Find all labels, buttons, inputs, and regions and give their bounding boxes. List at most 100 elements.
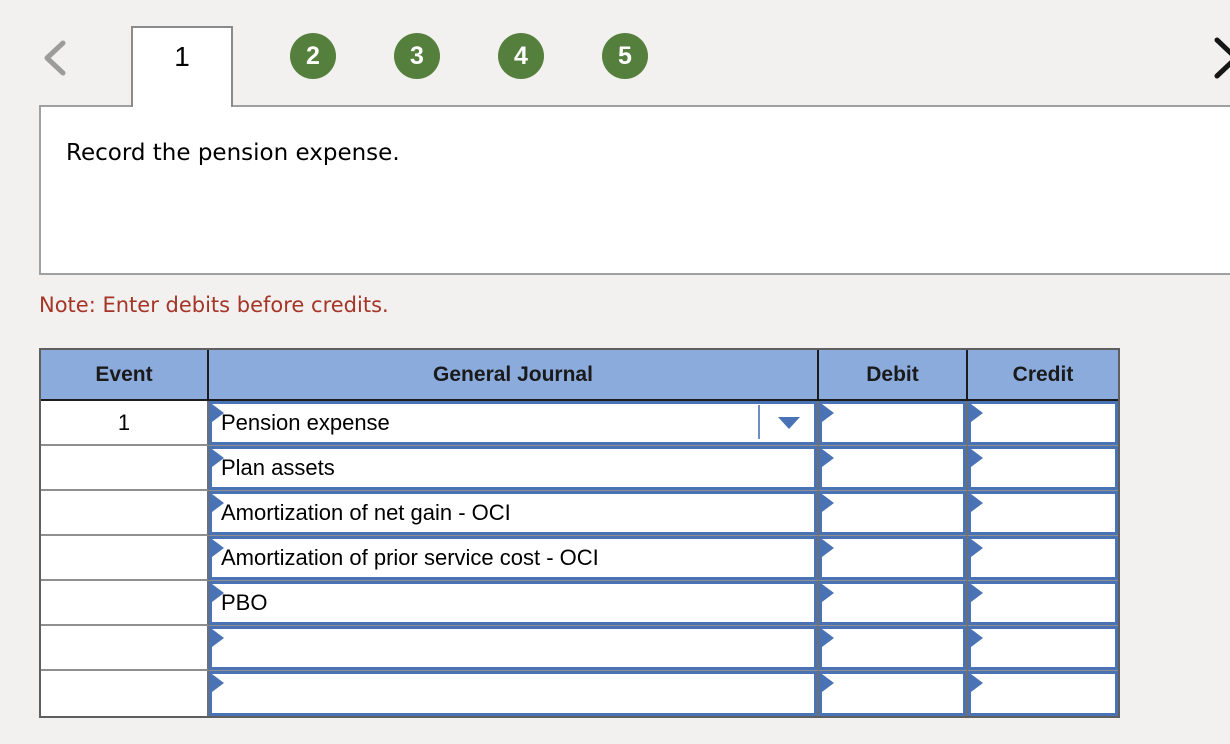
tab-2[interactable]: 2	[290, 33, 336, 79]
journal-cell: Amortization of net gain - OCI	[209, 491, 819, 536]
credit-input[interactable]	[968, 626, 1118, 670]
field-marker-icon	[822, 629, 834, 647]
chevron-left-icon	[44, 40, 66, 76]
account-name: Amortization of net gain - OCI	[221, 500, 511, 525]
account-name: PBO	[221, 590, 268, 615]
field-marker-icon	[822, 539, 834, 557]
debit-input[interactable]	[819, 491, 966, 535]
journal-cell: Plan assets	[209, 446, 819, 491]
journal-row: Amortization of prior service cost - OCI	[41, 536, 1118, 581]
field-marker-icon	[212, 674, 224, 692]
next-page-button[interactable]	[1214, 36, 1230, 85]
account-select-field[interactable]: PBO	[209, 581, 817, 625]
event-cell	[41, 446, 209, 491]
debit-input[interactable]	[819, 446, 966, 490]
debit-input[interactable]	[819, 581, 966, 625]
debit-cell	[819, 491, 968, 536]
field-marker-icon	[971, 494, 983, 512]
journal-cell	[209, 671, 819, 716]
debit-cell	[819, 671, 968, 716]
event-cell	[41, 671, 209, 716]
credit-input[interactable]	[968, 581, 1118, 625]
field-marker-icon	[212, 539, 224, 557]
account-select-field[interactable]: Pension expense	[209, 401, 817, 445]
field-marker-icon	[212, 584, 224, 602]
journal-table-body: 1 Pension expense	[41, 401, 1118, 716]
debit-input[interactable]	[819, 671, 966, 716]
tab-5[interactable]: 5	[602, 33, 648, 79]
prev-page-button[interactable]	[42, 39, 68, 82]
debit-cell	[819, 401, 968, 446]
field-marker-icon	[822, 449, 834, 467]
journal-cell: Pension expense	[209, 401, 819, 446]
account-select-field[interactable]: Amortization of prior service cost - OCI	[209, 536, 817, 580]
instruction-text: Record the pension expense.	[66, 140, 400, 166]
journal-row	[41, 626, 1118, 671]
field-marker-icon	[212, 404, 224, 422]
debit-cell	[819, 581, 968, 626]
account-select-field[interactable]: Amortization of net gain - OCI	[209, 491, 817, 535]
field-marker-icon	[212, 449, 224, 467]
credit-input[interactable]	[968, 536, 1118, 580]
credit-cell	[968, 446, 1118, 491]
field-marker-icon	[971, 629, 983, 647]
field-marker-icon	[212, 494, 224, 512]
event-cell	[41, 626, 209, 671]
note-text: Note: Enter debits before credits.	[39, 293, 389, 317]
journal-row: Amortization of net gain - OCI	[41, 491, 1118, 536]
credit-input[interactable]	[968, 491, 1118, 535]
journal-table: Event General Journal Debit Credit 1 Pen…	[39, 348, 1120, 718]
event-cell	[41, 581, 209, 626]
journal-cell	[209, 626, 819, 671]
chevron-right-icon	[1214, 37, 1230, 79]
tab-4[interactable]: 4	[498, 33, 544, 79]
tab-3[interactable]: 3	[394, 33, 440, 79]
field-marker-icon	[971, 674, 983, 692]
account-name: Plan assets	[221, 455, 335, 480]
credit-cell	[968, 401, 1118, 446]
credit-input[interactable]	[968, 401, 1118, 445]
journal-cell: PBO	[209, 581, 819, 626]
header-credit: Credit	[1012, 362, 1074, 386]
debit-cell	[819, 536, 968, 581]
journal-row: Plan assets	[41, 446, 1118, 491]
header-event: Event	[41, 350, 209, 399]
field-marker-icon	[822, 674, 834, 692]
field-marker-icon	[971, 584, 983, 602]
header-debit: Debit	[819, 350, 968, 399]
credit-input[interactable]	[968, 671, 1118, 716]
account-select-field[interactable]: Plan assets	[209, 446, 817, 490]
debit-cell	[819, 626, 968, 671]
field-marker-icon	[971, 404, 983, 422]
journal-row	[41, 671, 1118, 716]
event-cell	[41, 491, 209, 536]
field-marker-icon	[212, 629, 224, 647]
debit-input[interactable]	[819, 626, 966, 670]
credit-cell	[968, 581, 1118, 626]
debit-cell	[819, 446, 968, 491]
credit-cell	[968, 536, 1118, 581]
debit-input[interactable]	[819, 401, 966, 445]
field-marker-icon	[822, 404, 834, 422]
journal-cell: Amortization of prior service cost - OCI	[209, 536, 819, 581]
dropdown-separator	[758, 405, 760, 439]
account-select-field[interactable]	[209, 626, 817, 670]
account-name: Amortization of prior service cost - OCI	[221, 545, 599, 570]
field-marker-icon	[971, 539, 983, 557]
account-select-field[interactable]	[209, 671, 817, 716]
journal-row: 1 Pension expense	[41, 401, 1118, 446]
header-general-journal: General Journal	[209, 350, 819, 399]
tab-1-active[interactable]: 1	[131, 26, 233, 107]
field-marker-icon	[971, 449, 983, 467]
credit-input[interactable]	[968, 446, 1118, 490]
credit-cell	[968, 626, 1118, 671]
journal-row: PBO	[41, 581, 1118, 626]
field-marker-icon	[822, 494, 834, 512]
instruction-box: Record the pension expense.	[39, 105, 1230, 275]
journal-table-header: Event General Journal Debit Credit	[41, 350, 1118, 401]
dropdown-arrow-icon[interactable]	[778, 417, 800, 429]
event-cell: 1	[41, 401, 209, 446]
credit-cell	[968, 671, 1118, 716]
debit-input[interactable]	[819, 536, 966, 580]
